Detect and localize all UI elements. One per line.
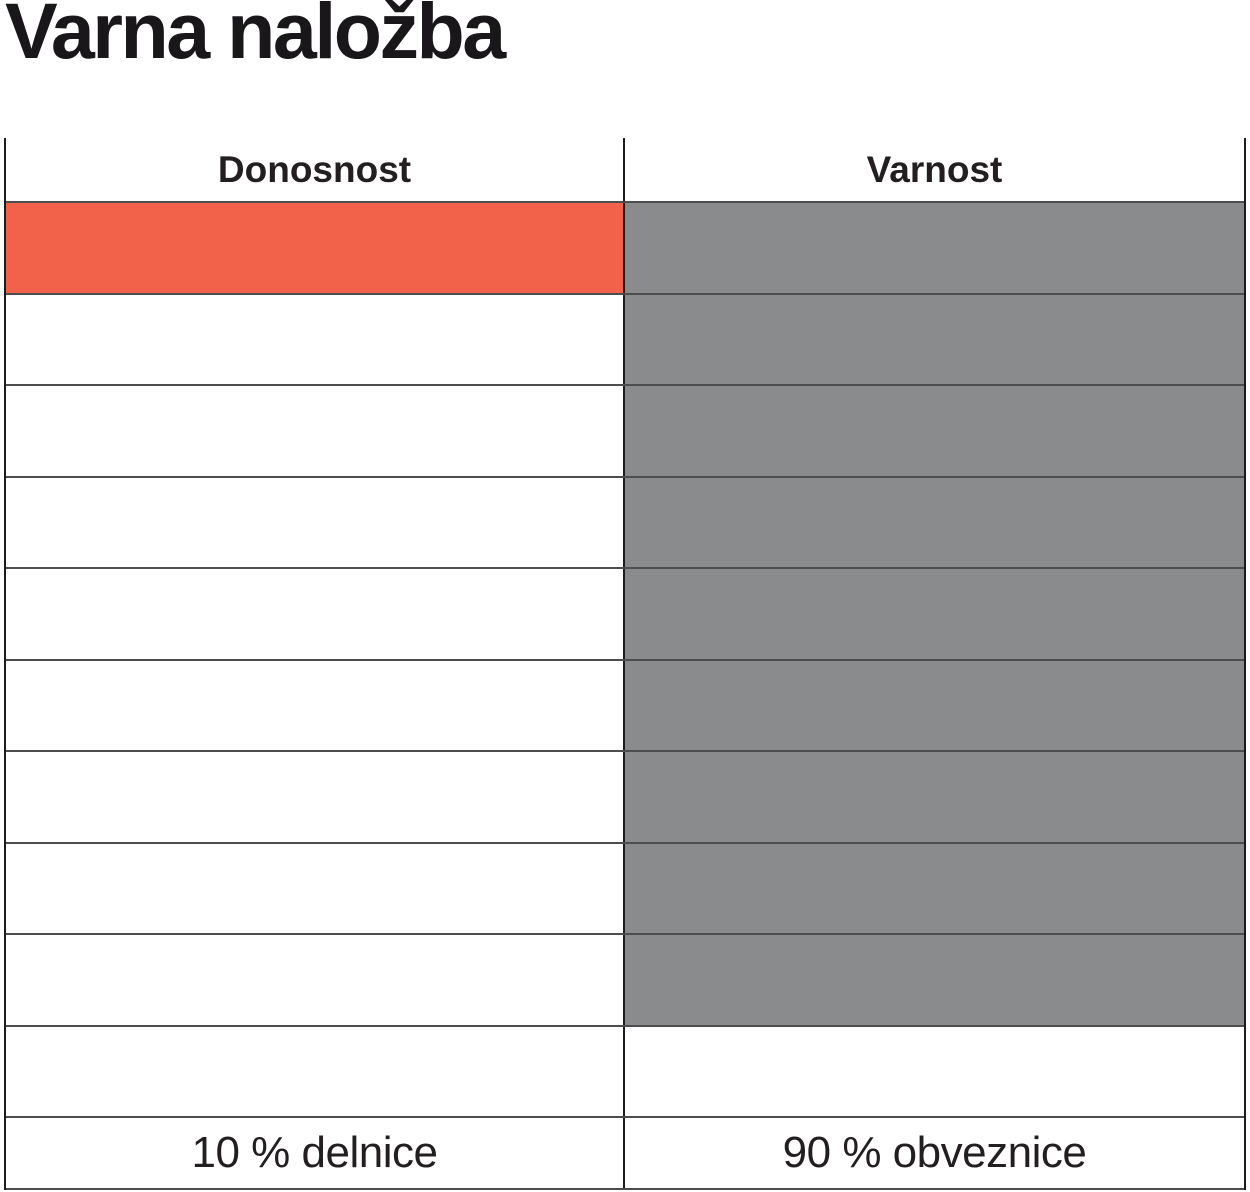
donosnost-cell (6, 569, 625, 659)
donosnost-cell (6, 935, 625, 1025)
varnost-cell (625, 752, 1244, 842)
donosnost-cell (6, 1026, 625, 1116)
varnost-cell (625, 843, 1244, 933)
varnost-cell (625, 203, 1244, 293)
donosnost-cell (6, 752, 625, 842)
table-row (6, 477, 1244, 569)
table-row (6, 386, 1244, 478)
varnost-cell (625, 660, 1244, 750)
varnost-cell (625, 935, 1244, 1025)
table-row (6, 294, 1244, 386)
table-header-row: Donosnost Varnost (6, 138, 1244, 203)
table-row (6, 203, 1244, 295)
page-title: Varna naložba (5, 0, 506, 75)
varnost-cell (625, 569, 1244, 659)
table-body (6, 203, 1244, 1118)
table-row (6, 569, 1244, 661)
varnost-cell (625, 477, 1244, 567)
varnost-cell (625, 1027, 1244, 1117)
varnost-cell (625, 294, 1244, 384)
allocation-table: Donosnost Varnost 10 % delnice 90 % obve… (4, 138, 1246, 1190)
table-row (6, 1026, 1244, 1118)
donosnost-cell (6, 843, 625, 933)
donosnost-cell (6, 477, 625, 567)
table-row (6, 660, 1244, 752)
column-header-donosnost: Donosnost (6, 138, 625, 201)
table-row (6, 752, 1244, 844)
donosnost-cell (6, 660, 625, 750)
column-header-varnost: Varnost (866, 148, 1003, 190)
label-obveznice: 90 % obveznice (782, 1128, 1087, 1177)
table-label-row: 10 % delnice 90 % obveznice (6, 1118, 1244, 1190)
varnost-cell (625, 386, 1244, 476)
donosnost-cell (6, 294, 625, 384)
label-delnice: 10 % delnice (6, 1118, 625, 1188)
donosnost-cell (6, 203, 625, 293)
table-row (6, 843, 1244, 935)
table-row (6, 935, 1244, 1027)
donosnost-cell (6, 386, 625, 476)
